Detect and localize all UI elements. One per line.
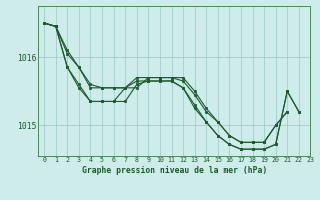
X-axis label: Graphe pression niveau de la mer (hPa): Graphe pression niveau de la mer (hPa) — [82, 166, 267, 175]
